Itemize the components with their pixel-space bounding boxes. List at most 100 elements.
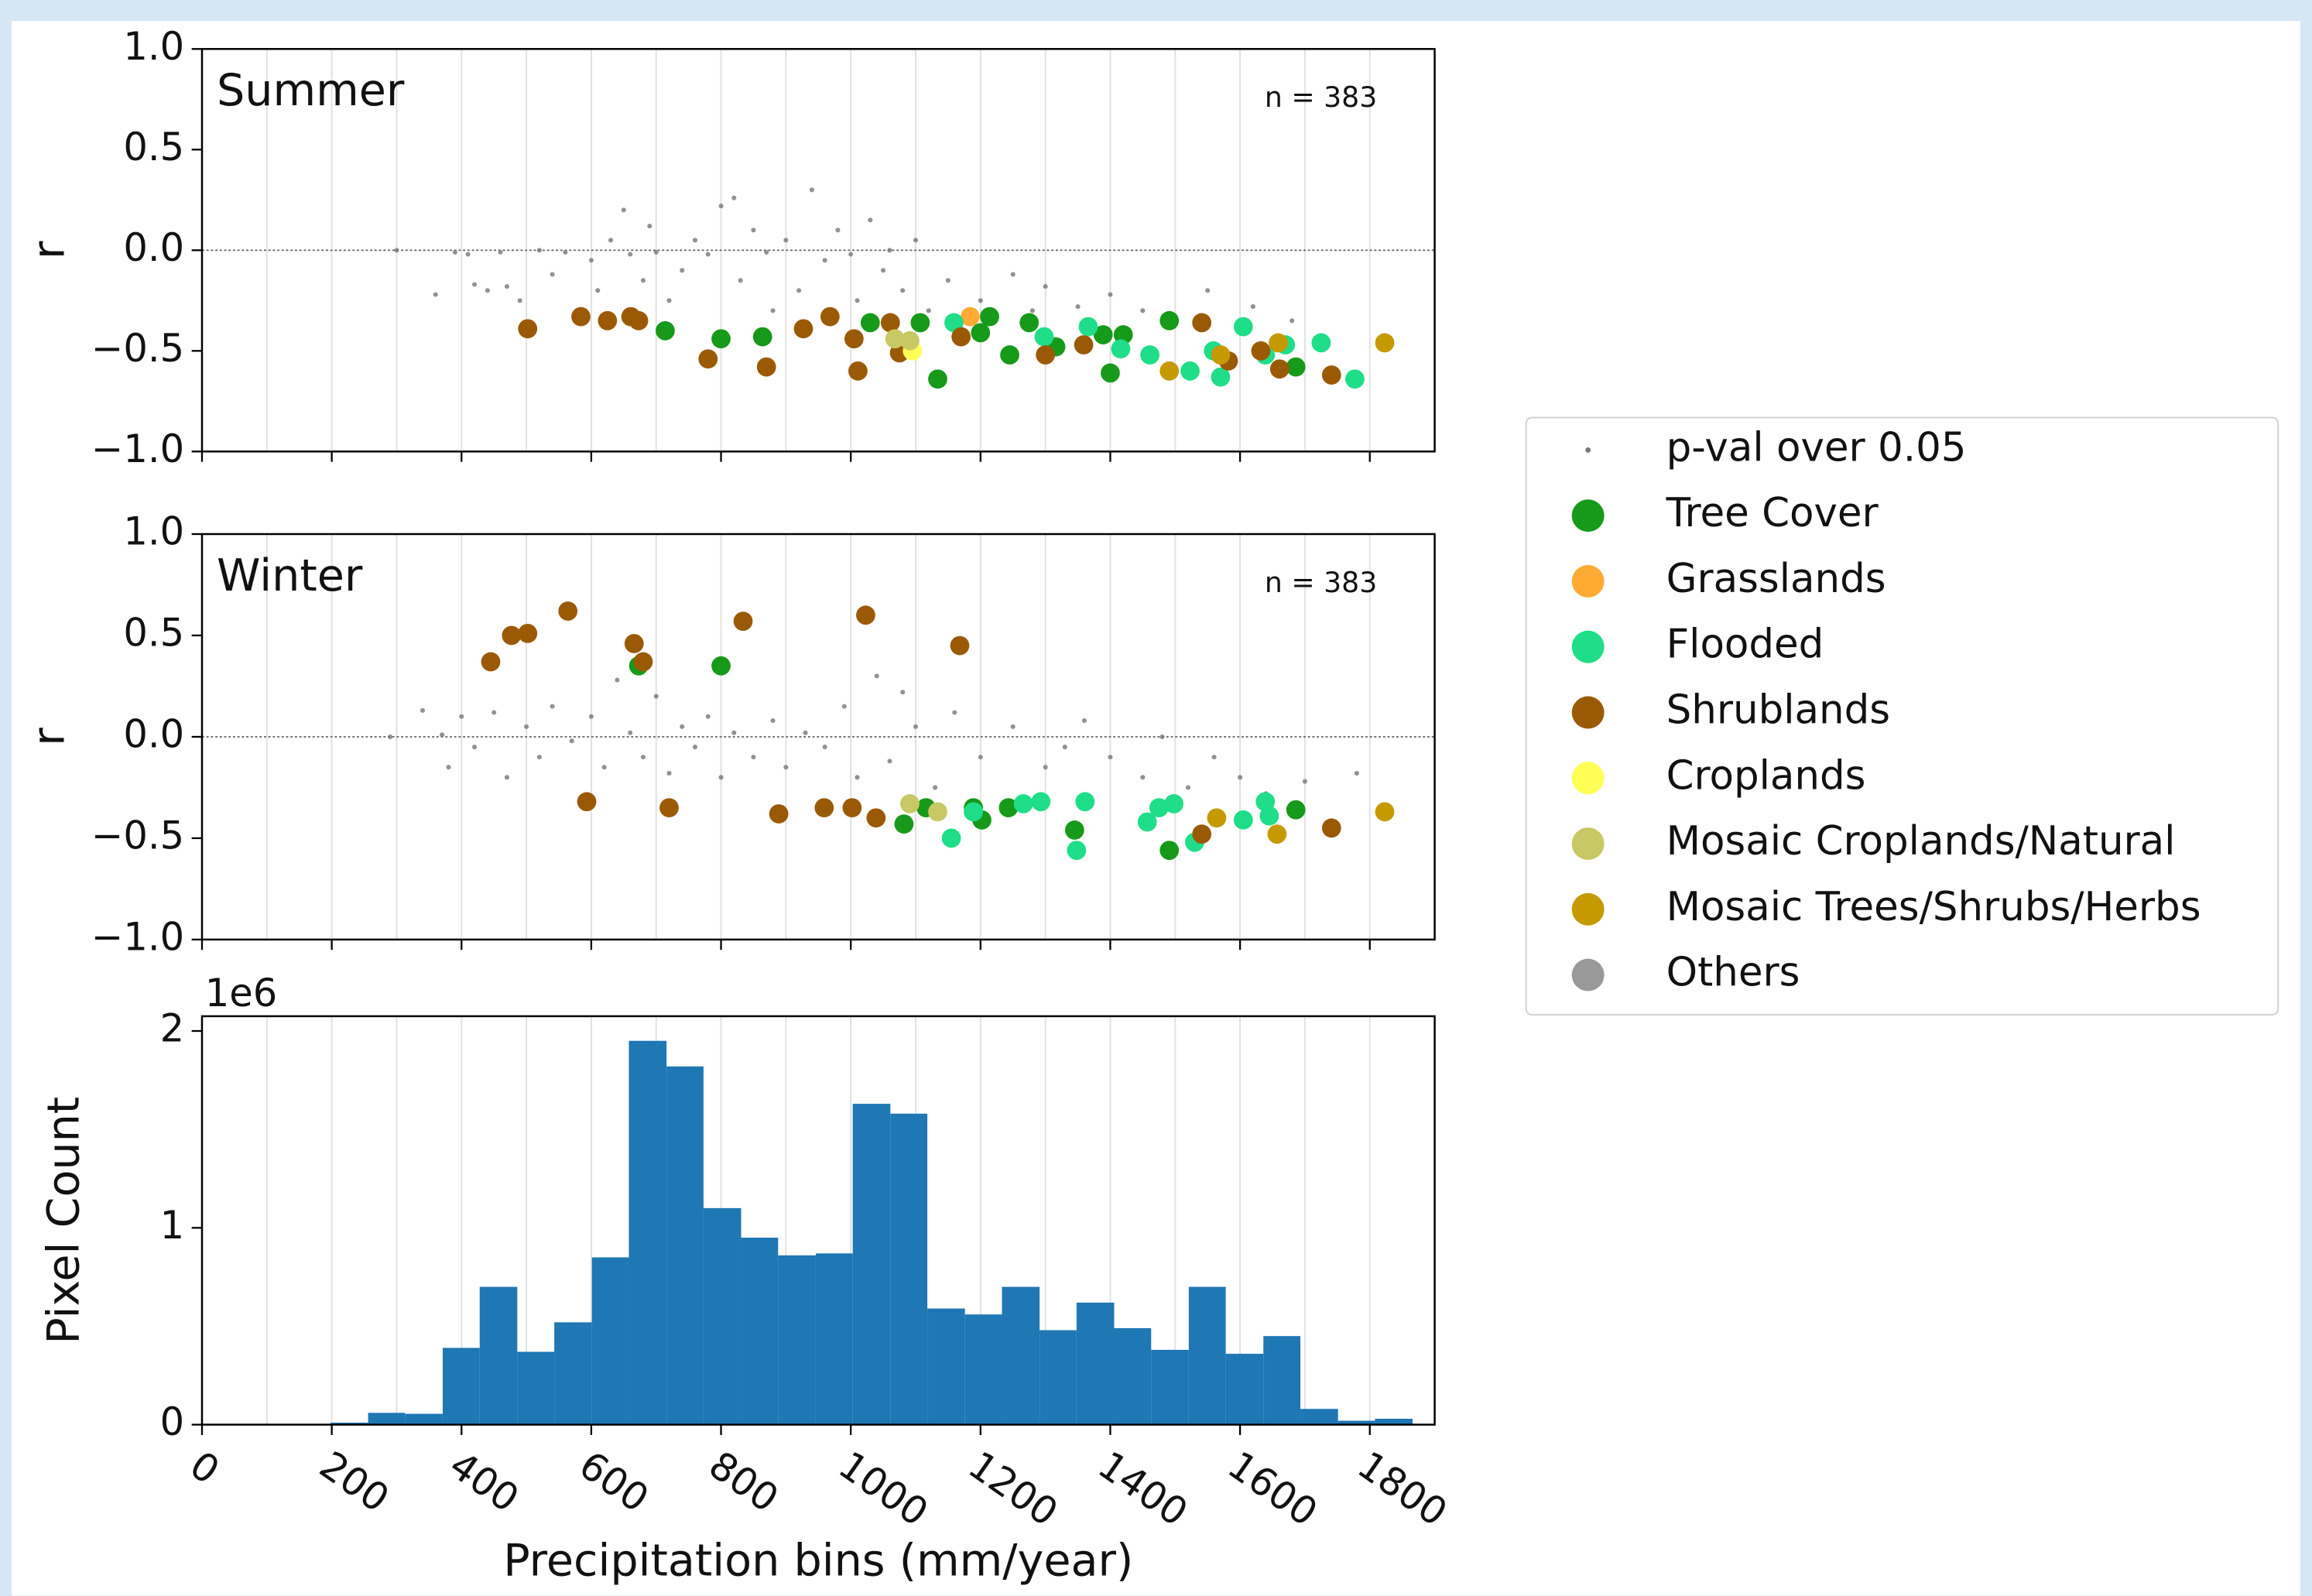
bar — [1338, 1420, 1375, 1425]
bar — [1151, 1349, 1189, 1425]
insignificant-point — [621, 207, 626, 213]
y-tick-label: 0.0 — [123, 225, 184, 270]
insignificant-point — [692, 744, 698, 750]
bar — [703, 1207, 742, 1425]
insignificant-point — [783, 765, 789, 770]
insignificant-point — [524, 724, 529, 729]
point — [1211, 345, 1231, 365]
insignificant-point — [569, 738, 574, 744]
bar — [890, 1113, 928, 1425]
insignificant-point — [945, 278, 950, 283]
point — [1311, 333, 1331, 353]
legend-label: Shrublands — [1666, 687, 1890, 734]
bar — [1188, 1286, 1226, 1425]
legend-marker — [1571, 696, 1605, 729]
insignificant-point — [952, 710, 957, 715]
insignificant-point — [692, 238, 698, 243]
bar — [442, 1348, 480, 1425]
point — [1149, 798, 1169, 818]
insignificant-point — [835, 228, 841, 233]
point — [1207, 808, 1227, 828]
y-tick-label: 1 — [160, 1203, 185, 1248]
point — [900, 331, 920, 351]
point — [1180, 361, 1200, 381]
point — [1074, 335, 1094, 354]
point — [1269, 333, 1288, 353]
insignificant-point — [628, 730, 633, 735]
point — [518, 623, 538, 643]
point — [518, 319, 538, 339]
insignificant-point — [588, 714, 594, 719]
point — [481, 652, 501, 672]
insignificant-point — [822, 258, 827, 263]
bar — [1375, 1418, 1413, 1425]
bar — [479, 1286, 518, 1425]
point — [1140, 345, 1159, 365]
insignificant-point — [1185, 785, 1191, 790]
insignificant-point — [394, 248, 399, 253]
insignificant-point — [471, 282, 478, 287]
y-tick-label: 0 — [160, 1399, 185, 1444]
point — [1321, 365, 1341, 385]
insignificant-point — [1290, 318, 1295, 324]
insignificant-point — [913, 724, 919, 729]
y-tick-label: −1.0 — [91, 426, 184, 471]
point — [860, 313, 880, 333]
insignificant-point — [628, 252, 633, 257]
bar — [629, 1040, 667, 1425]
insignificant-point — [504, 775, 509, 780]
point — [844, 329, 864, 349]
legend-label: Mosaic Croplands/Natural — [1666, 818, 2176, 865]
point — [1211, 367, 1231, 387]
point — [1078, 317, 1098, 337]
point — [866, 808, 886, 828]
legend-label: p-val over 0.05 — [1666, 424, 1967, 471]
insignificant-point — [841, 704, 847, 709]
insignificant-point — [595, 288, 601, 293]
insignificant-point — [796, 288, 802, 293]
insignificant-point — [1029, 308, 1035, 313]
insignificant-point — [550, 272, 555, 277]
insignificant-point — [653, 249, 659, 255]
y-tick-label: −0.5 — [91, 813, 184, 858]
insignificant-point — [1062, 744, 1067, 750]
insignificant-point — [705, 252, 711, 257]
insignificant-point — [446, 765, 451, 770]
point — [1321, 818, 1341, 838]
point — [1269, 359, 1290, 379]
insignificant-point — [680, 268, 685, 273]
point — [502, 625, 522, 646]
point — [1137, 812, 1157, 832]
legend-marker — [1571, 892, 1605, 926]
insignificant-point — [751, 755, 756, 760]
insignificant-point — [1302, 779, 1307, 784]
insignificant-point — [1075, 304, 1081, 310]
bar — [405, 1413, 443, 1425]
point — [1233, 810, 1253, 830]
point — [633, 652, 653, 672]
insignificant-point — [588, 258, 594, 263]
insignificant-point — [855, 298, 860, 303]
point — [733, 611, 753, 632]
point — [1159, 310, 1180, 331]
point — [998, 798, 1019, 818]
bar — [815, 1253, 853, 1425]
point — [900, 793, 920, 813]
insignificant-point — [640, 278, 646, 283]
point — [885, 329, 905, 349]
insignificant-point — [563, 249, 568, 255]
point — [1164, 793, 1183, 813]
point — [964, 802, 983, 822]
legend-label: Flooded — [1666, 622, 1824, 668]
insignificant-point — [887, 759, 892, 764]
point — [941, 828, 961, 848]
point — [629, 310, 649, 331]
legend-label: Tree Cover — [1666, 490, 1879, 536]
insignificant-point — [822, 744, 827, 750]
insignificant-point — [978, 755, 983, 760]
insignificant-point — [680, 724, 685, 729]
insignificant-point — [770, 308, 776, 313]
insignificant-point — [601, 765, 607, 770]
point — [928, 802, 947, 822]
point — [1192, 313, 1212, 333]
